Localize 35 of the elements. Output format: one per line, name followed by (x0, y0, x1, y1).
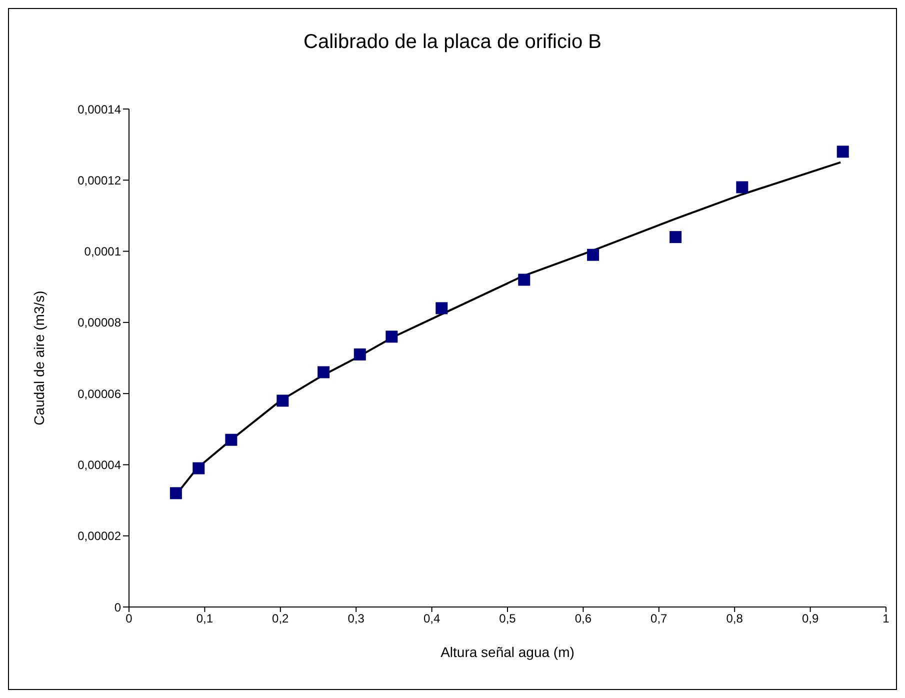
x-tick-label: 0,5 (499, 612, 516, 626)
point (836, 146, 849, 158)
point (276, 394, 289, 407)
point (354, 348, 366, 360)
point (225, 434, 238, 446)
y-tick-label: 0,00006 (78, 386, 122, 401)
point (386, 330, 398, 343)
point (192, 462, 205, 474)
x-tick-label: 0,4 (423, 612, 440, 626)
point (318, 366, 330, 378)
x-tick-label: 0,8 (726, 612, 744, 626)
x-tick-label: 1 (882, 612, 890, 626)
point (518, 274, 530, 286)
chart-title: Calibrado de la placa de orificio B (302, 31, 602, 54)
y-tick-label: 0,00012 (78, 173, 122, 188)
x-tick-label: 0,2 (272, 612, 290, 626)
y-tick-label: 0,00004 (78, 458, 122, 472)
x-tick-label: 0,9 (802, 612, 819, 626)
point (587, 248, 600, 261)
point (436, 302, 448, 314)
y-tick-label: 0,00014 (78, 102, 122, 116)
y-axis-title: Caudal de aire (m3/s) (30, 290, 47, 426)
y-tick-label: 0,00008 (78, 316, 122, 330)
x-tick-label: 0,6 (574, 612, 592, 626)
x-tick-label: 0 (126, 612, 133, 626)
x-tick-label: 0,3 (348, 612, 365, 626)
y-tick-label: 0,0001 (84, 244, 122, 259)
point (736, 181, 748, 194)
point (670, 231, 682, 244)
x-tick-label: 0,7 (650, 612, 668, 626)
x-tick-label: 0,1 (196, 612, 214, 626)
x-axis-title: Altura señal agua (m) (440, 644, 574, 660)
y-tick-label: 0,00002 (78, 529, 122, 544)
y-tick-label: 0 (114, 600, 122, 614)
point (170, 487, 182, 500)
